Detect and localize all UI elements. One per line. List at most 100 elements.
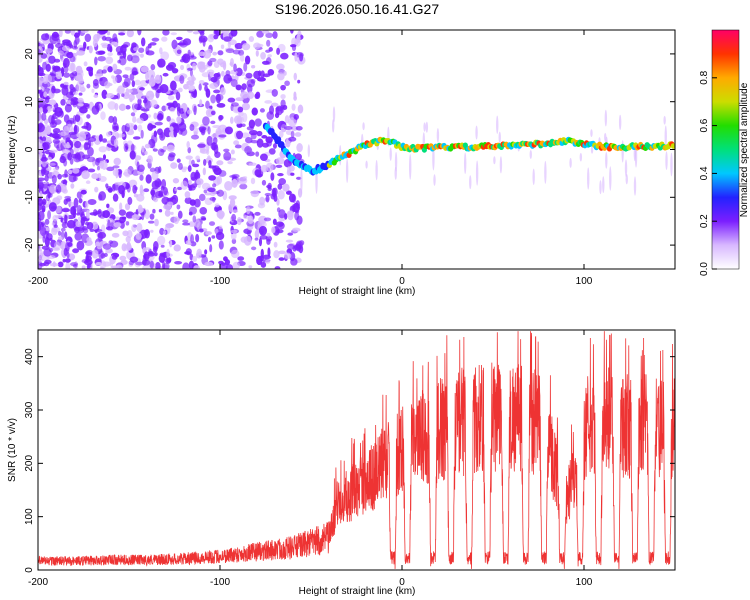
spectrogram-noise-blob (73, 140, 82, 149)
spectrogram-noise-blob (174, 187, 178, 192)
spectrogram-noise-blob (218, 225, 223, 230)
spectrogram-noise-blob (51, 85, 56, 94)
spectrogram-noise-blob (161, 36, 168, 42)
spectrogram-noise-blob (254, 118, 262, 127)
spectrogram-noise-blob (184, 197, 192, 204)
spectrogram-noise-blob (128, 88, 133, 93)
spectrogram-noise-blob (76, 205, 83, 214)
colorbar-tick-label: 0.0 (699, 262, 710, 276)
spectrogram-streak (590, 145, 594, 154)
spectrogram-noise-blob (167, 95, 175, 101)
spectrogram-noise-blob (84, 33, 92, 43)
spectrogram-noise-blob (118, 169, 122, 179)
spectrogram-noise-blob (132, 184, 138, 194)
spectrogram-streak (493, 156, 496, 165)
spectrogram-noise-blob (223, 74, 232, 84)
spectrogram-noise-blob (234, 144, 242, 149)
spectrogram-noise-blob (220, 87, 226, 96)
spectrogram-noise-blob (205, 231, 212, 236)
spectrogram-noise-blob (294, 132, 302, 137)
spectrogram-noise-blob (290, 30, 294, 34)
spectrogram-noise-blob (223, 151, 232, 161)
spectrogram-noise-blob (209, 197, 217, 201)
spectrogram-noise-blob (193, 265, 201, 269)
spectrogram-noise-blob (261, 30, 270, 34)
colorbar-tick-label: 0.8 (699, 70, 710, 84)
spectrogram-noise-blob (107, 101, 117, 110)
spectrogram-noise-blob (109, 240, 119, 248)
spectrogram-noise-blob (62, 84, 68, 90)
spectrogram-noise-blob (87, 137, 97, 142)
spectrogram-noise-blob (86, 122, 92, 131)
spectrogram-noise-blob (194, 198, 201, 208)
spectrogram-noise-blob (241, 83, 247, 90)
spectrogram-noise-blob (98, 134, 103, 142)
spectrogram-noise-blob (134, 79, 141, 86)
spectrogram-noise-blob (299, 53, 304, 62)
spectrogram-noise-blob (107, 187, 113, 193)
spectrogram-noise-blob (214, 203, 220, 208)
spectrogram-noise-blob (230, 229, 238, 234)
spectrogram-noise-blob (74, 114, 81, 122)
spectrogram-noise-blob (291, 103, 296, 111)
spectrogram-noise-blob (256, 130, 263, 137)
spectrogram-noise-blob (215, 231, 225, 241)
spectrogram-noise-blob (49, 237, 53, 242)
spectrogram-noise-blob (131, 67, 138, 76)
spectrogram-noise-blob (218, 170, 227, 177)
spectrogram-noise-blob (131, 42, 137, 48)
spectrogram-ridge-cell (670, 143, 675, 149)
spectrogram-noise-blob (129, 150, 136, 160)
spectrogram-noise-blob (126, 122, 135, 128)
spectrogram-noise-blob (44, 236, 50, 247)
spectrogram-noise-blob (207, 236, 212, 243)
spectrogram-noise-blob (293, 114, 299, 120)
spectrogram-noise-blob (40, 156, 48, 162)
spectrogram-streak (532, 168, 535, 186)
spectrogram-streak (544, 160, 547, 184)
spectrogram-noise-blob (193, 105, 197, 116)
spectrogram-streak (499, 156, 503, 174)
spectrogram-noise-blob (198, 126, 207, 132)
spectrogram-noise-blob (214, 151, 221, 158)
spectrogram-noise-blob (246, 83, 253, 94)
spectrogram-noise-blob (276, 198, 280, 206)
spectrogram-noise-blob (51, 34, 60, 42)
spectrogram-noise-blob (151, 171, 159, 181)
spectrogram-noise-blob (228, 195, 237, 200)
colorbar-label: Normalized spectral amplitude (739, 82, 750, 217)
spectrogram-noise-blob (280, 52, 289, 60)
spectrogram-noise-blob (216, 210, 225, 219)
spectrogram-noise-blob (113, 222, 122, 228)
spectrogram-noise-blob (187, 146, 192, 154)
spectrogram-noise-blob (227, 41, 232, 48)
spectrogram-noise-blob (285, 239, 294, 243)
colorbar-tick-label: 0.6 (699, 118, 710, 132)
spectrogram-noise-blob (106, 131, 111, 137)
spectrogram-noise-blob (53, 167, 59, 172)
snr-axes: -200 -100 0 100 0 100 200 300 400 (24, 330, 675, 588)
spectrogram-noise-blob (79, 106, 88, 114)
spectrogram-noise-blob (256, 138, 264, 148)
spectrogram-noise-blob (38, 222, 41, 232)
snr-ytick-label: 300 (24, 401, 35, 418)
spectrogram-noise-blob (234, 42, 244, 50)
spectrogram-noise-blob (232, 209, 239, 213)
spectrogram-noise-blob (189, 124, 195, 132)
spectrogram-noise-blob (214, 30, 218, 35)
spectrogram-streak (475, 125, 478, 140)
spectrogram-noise-blob (192, 255, 198, 262)
spectrogram-noise-blob (213, 89, 221, 94)
spectrogram-noise-blob (81, 125, 89, 129)
spectrogram-noise-blob (172, 178, 180, 184)
spectrogram-noise-blob (62, 258, 66, 263)
spectrogram-noise-blob (153, 197, 159, 203)
spectrogram-noise-blob (195, 169, 199, 179)
spectrogram-noise-blob (130, 55, 140, 64)
spectrogram-noise-blob (41, 33, 50, 41)
spectrogram-noise-blob (123, 244, 133, 251)
spectrogram-noise-blob (122, 81, 129, 88)
spectrogram-noise-blob (283, 126, 293, 131)
